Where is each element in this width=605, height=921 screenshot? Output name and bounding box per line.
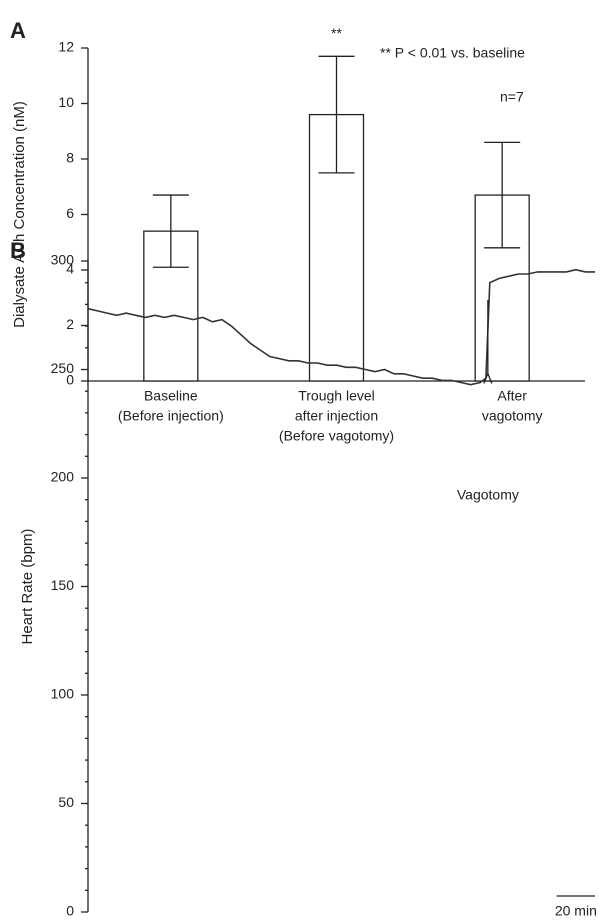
x-tick-label: Baseline [144, 388, 198, 404]
scale-bar-label: 20 min [555, 903, 597, 919]
x-tick-label: (Before vagotomy) [279, 428, 394, 444]
panel-label: A [10, 18, 26, 43]
panel-label: B [10, 238, 26, 263]
y-tick-label: 6 [66, 205, 74, 221]
n-note: n=7 [500, 89, 524, 105]
y-tick-label: 0 [66, 372, 74, 388]
y-tick-label: 2 [66, 316, 74, 332]
x-tick-label: after injection [295, 408, 378, 424]
y-axis-label: Dialysate ACh Concentration (nM) [11, 101, 28, 328]
y-tick-label: 250 [51, 360, 75, 376]
trace [87, 268, 595, 386]
x-tick-label: Trough level [298, 388, 375, 404]
y-tick-label: 200 [51, 469, 75, 485]
y-tick-label: 50 [58, 794, 74, 810]
y-tick-label: 4 [66, 261, 74, 277]
legend-note: ** P < 0.01 vs. baseline [380, 45, 525, 61]
y-tick-label: 0 [66, 903, 74, 919]
y-axis-label: Heart Rate (bpm) [19, 529, 36, 645]
y-tick-label: 8 [66, 150, 74, 166]
x-tick-label: (Before injection) [118, 408, 224, 424]
y-tick-label: 300 [51, 252, 75, 268]
x-tick-label: vagotomy [482, 408, 543, 424]
y-tick-label: 100 [51, 686, 75, 702]
y-tick-label: 150 [51, 577, 75, 593]
y-tick-label: 10 [58, 94, 74, 110]
y-tick-label: 12 [58, 39, 74, 55]
arrow-head [483, 371, 493, 384]
significance-label: ** [331, 25, 342, 41]
annotation-label: Vagotomy [457, 487, 519, 503]
x-tick-label: After [497, 388, 527, 404]
